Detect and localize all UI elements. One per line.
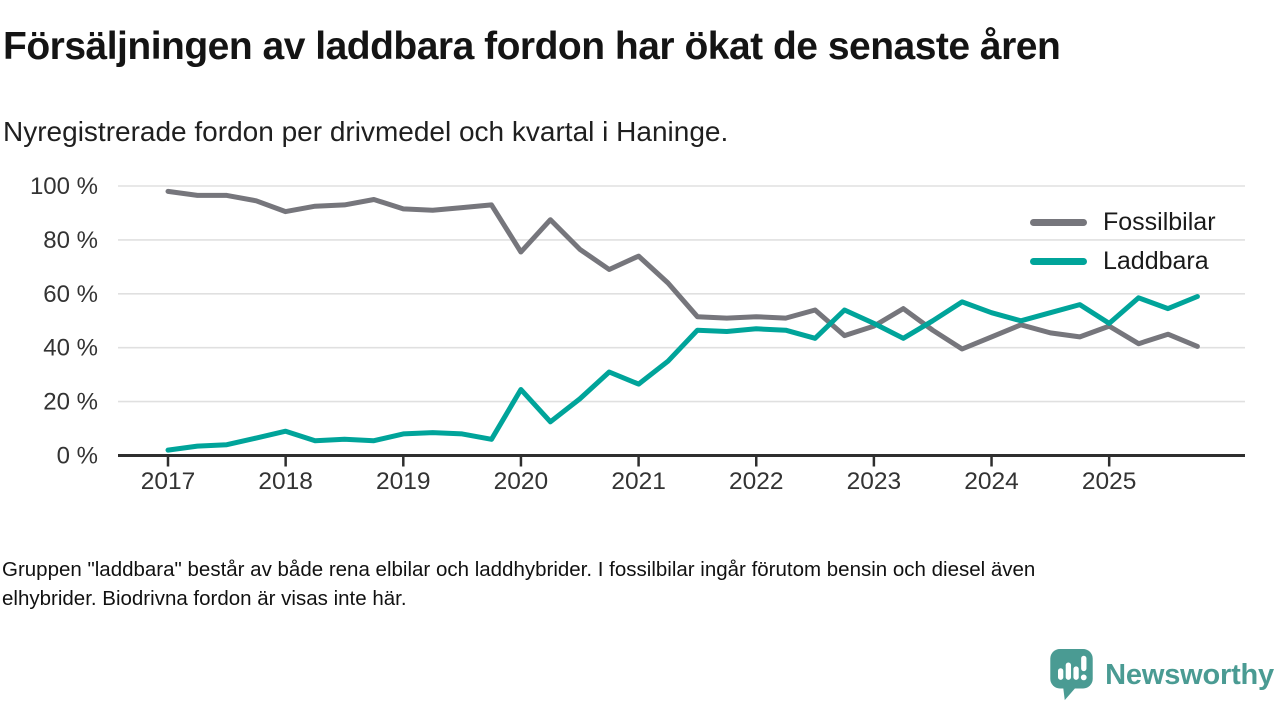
chart-footnote: Gruppen "laddbara" består av både rena e… [2,555,1242,613]
series-line-fossilbilar [165,188,1200,352]
legend-swatch-fossilbilar-icon [1030,219,1087,226]
legend-label-laddbara: Laddbara [1103,247,1209,275]
x-axis [118,454,1245,467]
legend-swatch-laddbara-icon [1030,258,1087,265]
y-tick-label-0: 0 % [57,443,98,470]
gridlines [118,185,1245,403]
x-tick-label-2019: 2019 [376,468,431,495]
x-tick-label-2024: 2024 [964,468,1019,495]
page-subtitle: Nyregistrerade fordon per drivmedel och … [3,116,729,147]
legend-item-laddbara: Laddbara [1030,245,1260,278]
series-lines [165,188,1200,453]
chart-legend: Fossilbilar Laddbara [1030,206,1260,278]
y-tick-label-60: 60 % [43,281,98,308]
newsworthy-chart-bubble-icon [1050,648,1093,701]
y-tick-label-20: 20 % [43,389,98,416]
x-tick-label-2021: 2021 [611,468,666,495]
y-axis-labels: 100 % 80 % 60 % 40 % 20 % 0 % [30,173,98,470]
x-tick-label-2025: 2025 [1082,468,1137,495]
footnote-line-1: Gruppen "laddbara" består av både rena e… [2,558,1036,581]
x-axis-labels: 2017 2018 2019 2020 2021 2022 2023 2024 2025 [141,468,1137,495]
footnote-line-2: elhybrider. Biodrivna fordon är visas in… [2,587,407,610]
newsworthy-logo-text: Newsworthy [1105,658,1274,691]
x-tick-label-2020: 2020 [494,468,549,495]
y-tick-label-80: 80 % [43,227,98,254]
x-tick-label-2022: 2022 [729,468,784,495]
newsworthy-logo: Newsworthy [1048,648,1274,702]
y-tick-label-100: 100 % [30,173,98,200]
page-title: Försäljningen av laddbara fordon har öka… [3,25,1061,68]
x-tick-label-2017: 2017 [141,468,196,495]
x-tick-label-2023: 2023 [847,468,902,495]
series-line-laddbara [165,294,1200,453]
legend-item-fossilbilar: Fossilbilar [1030,206,1260,239]
y-tick-label-40: 40 % [43,335,98,362]
x-tick-label-2018: 2018 [258,468,313,495]
legend-label-fossilbilar: Fossilbilar [1103,208,1216,236]
